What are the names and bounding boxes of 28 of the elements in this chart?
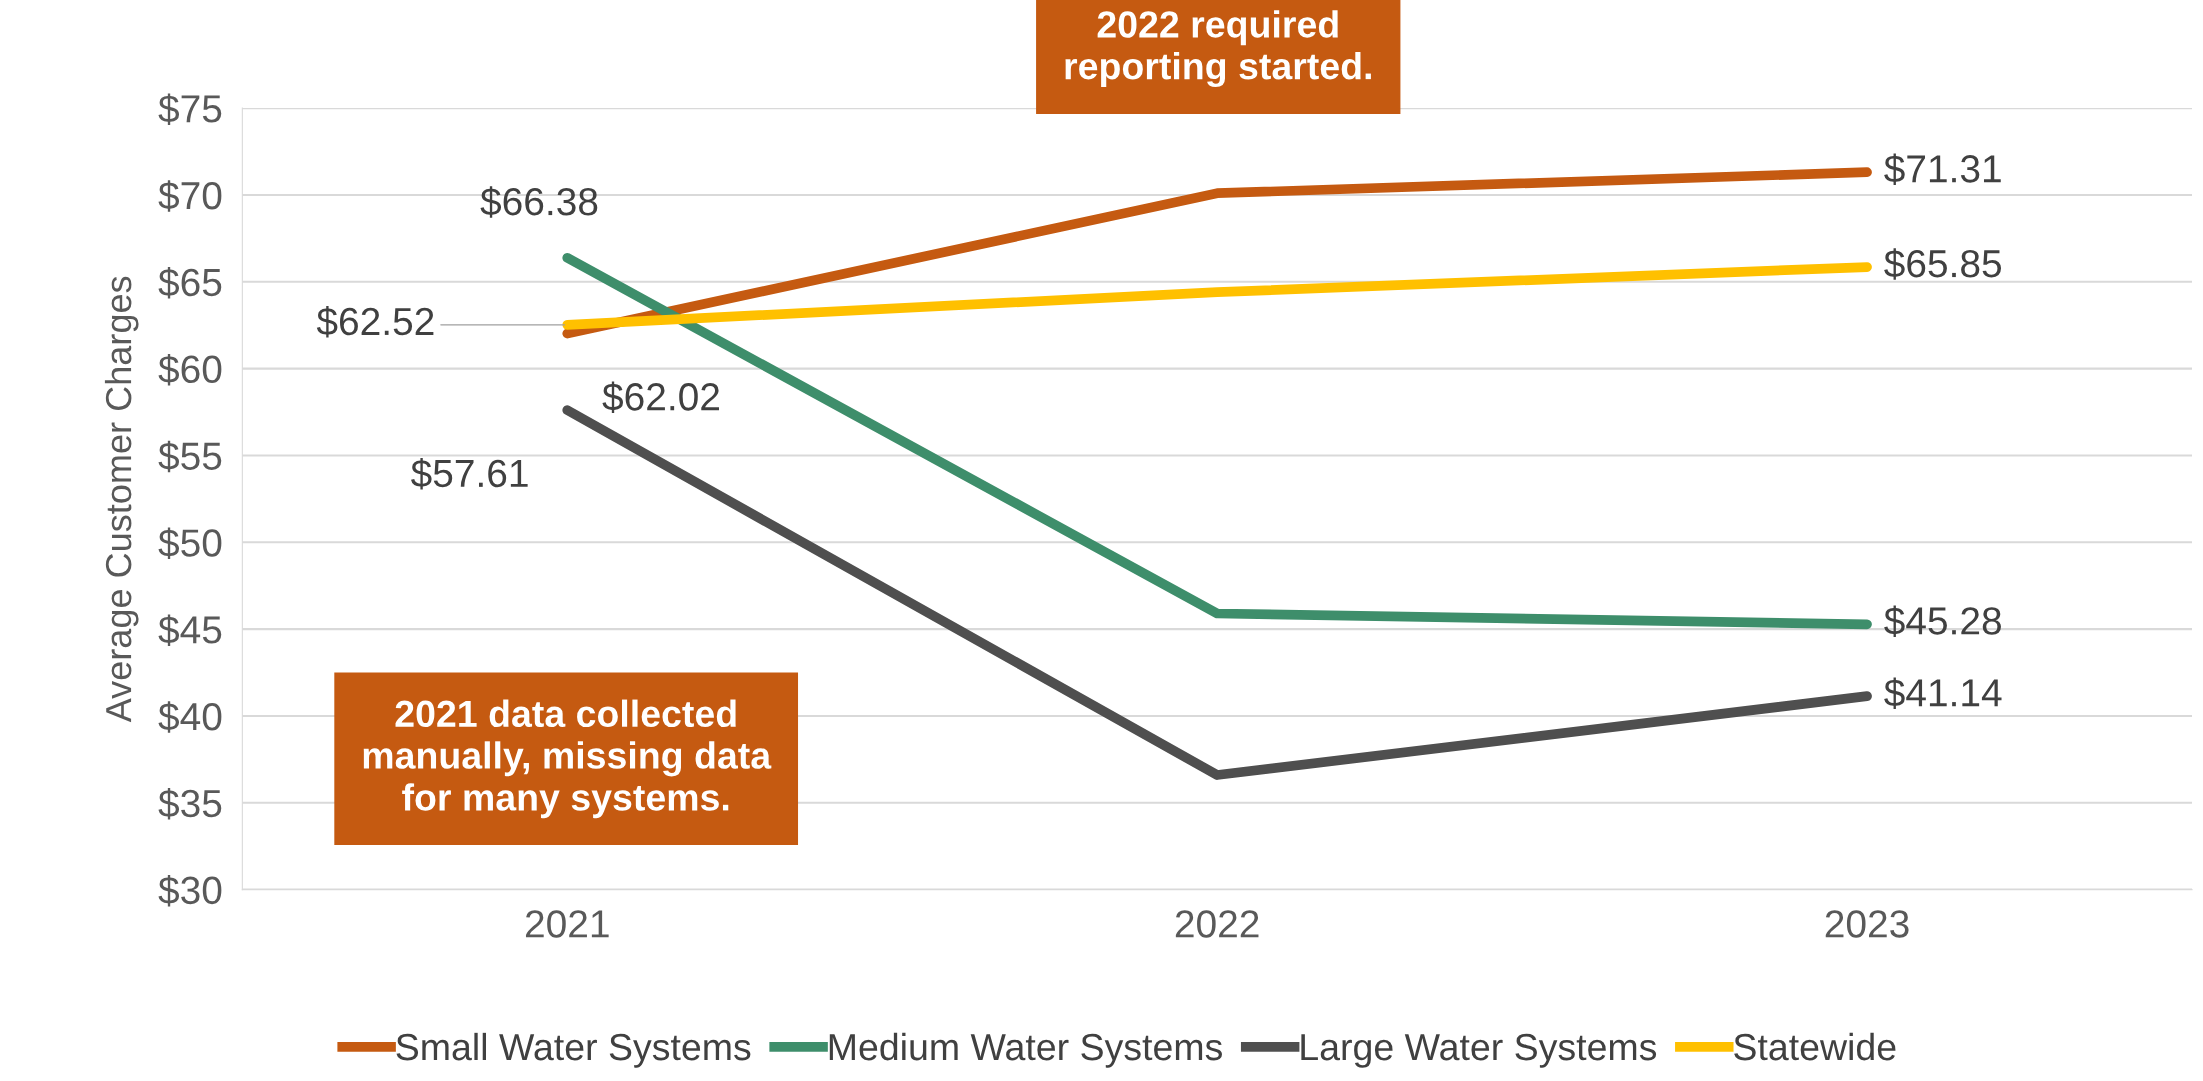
y-tick-label: $50 — [158, 527, 222, 560]
y-tick-label: $60 — [158, 353, 222, 386]
y-axis-title: Average Customer Charges — [104, 276, 139, 723]
data-label: $62.02 — [602, 381, 719, 413]
y-tick-label: $70 — [158, 180, 222, 212]
data-label: $65.85 — [1884, 248, 2002, 280]
x-tick-label: 2022 — [1175, 910, 1259, 938]
annotation: 2021 data collected manually, missing data for many systems. — [363, 699, 772, 819]
legend-label: Medium Water Systems — [829, 1032, 1222, 1068]
data-label: $66.38 — [480, 186, 598, 218]
data-label: $41.14 — [1884, 677, 2002, 709]
y-tick-label: $35 — [158, 788, 222, 820]
data-label: $57.61 — [411, 458, 528, 490]
data-label: $62.52 — [316, 306, 434, 338]
y-tick-label: $75 — [158, 93, 222, 125]
x-tick-label: 2021 — [525, 910, 609, 938]
text: 2022 required reporting started. — [1065, 10, 1371, 88]
y-tick-label: $45 — [158, 614, 222, 646]
y-tick-label: $65 — [158, 267, 222, 299]
legend-label: Statewide — [1734, 1032, 1896, 1061]
y-tick-label: $30 — [158, 874, 222, 907]
x-tick-label: 2023 — [1825, 910, 1909, 938]
legend-label: Small Water Systems — [396, 1032, 751, 1068]
data-label: $45.28 — [1884, 605, 2001, 638]
legend-label: Large Water Systems — [1301, 1033, 1657, 1068]
y-tick-label: $40 — [158, 701, 222, 733]
data-label: $71.31 — [1884, 153, 2001, 185]
y-tick-label: $55 — [158, 440, 222, 473]
